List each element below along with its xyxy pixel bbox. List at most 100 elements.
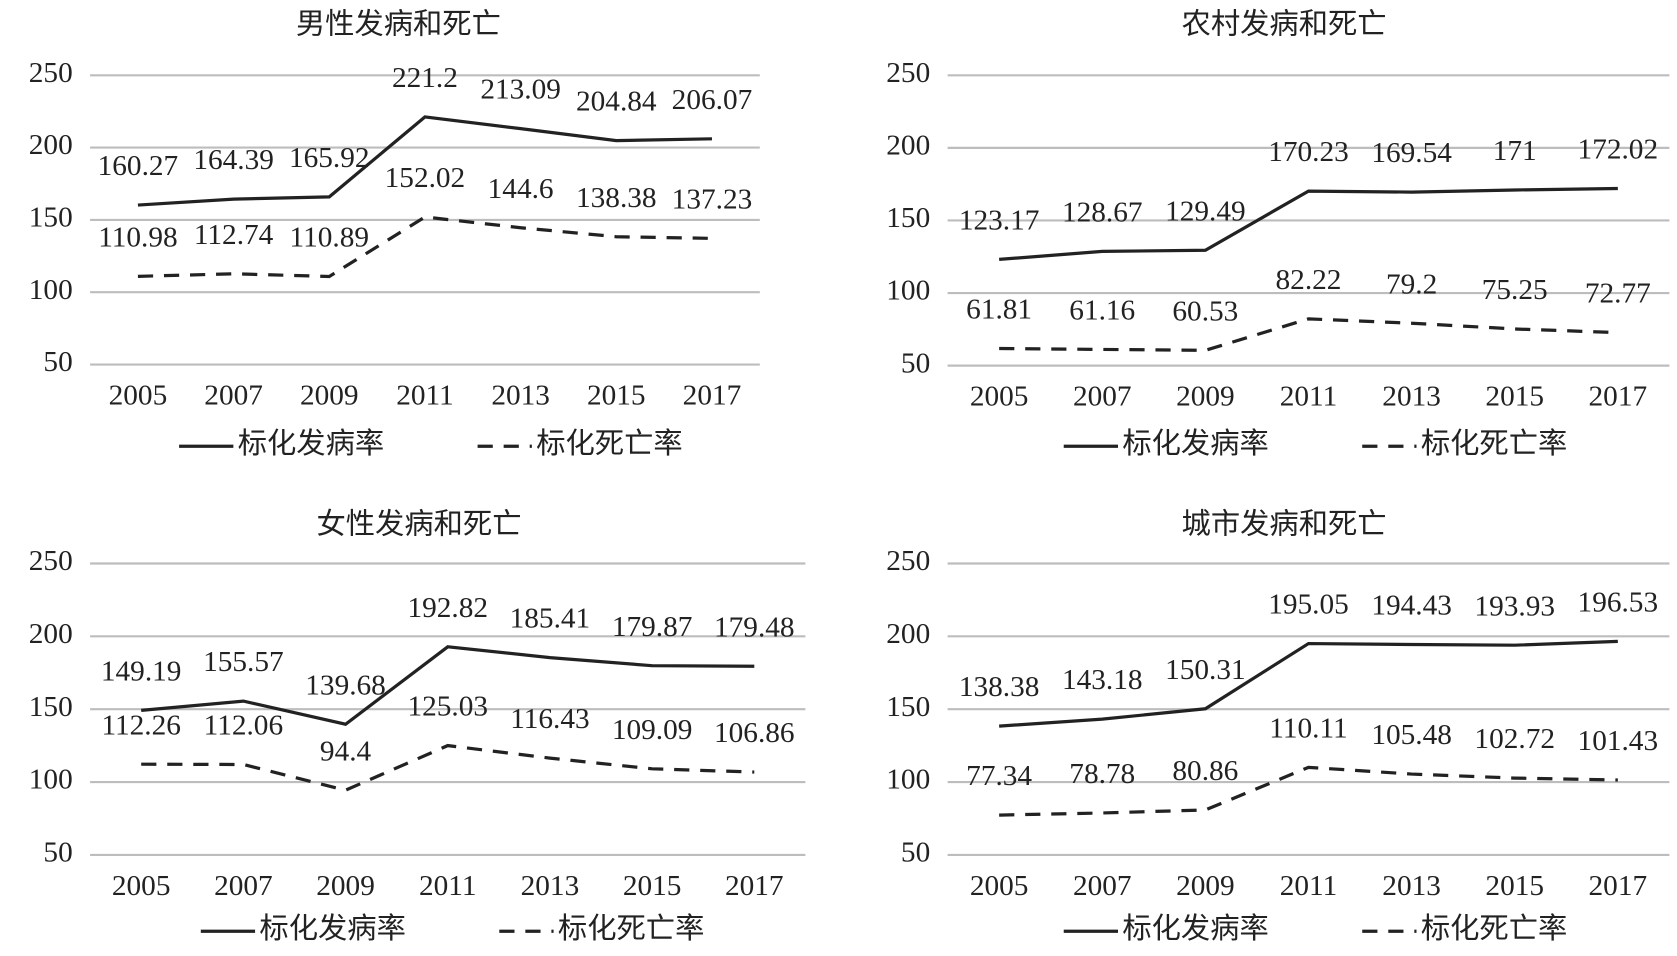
y-tick-label: 200 bbox=[29, 129, 73, 161]
x-tick-label: 2011 bbox=[419, 870, 477, 902]
data-label: 80.86 bbox=[1172, 755, 1238, 787]
data-label: 112.26 bbox=[101, 709, 180, 741]
y-tick-label: 250 bbox=[886, 57, 930, 89]
legend-label: 标化发病率 bbox=[259, 912, 405, 945]
y-tick-label: 150 bbox=[29, 691, 73, 723]
x-tick-label: 2011 bbox=[1280, 381, 1338, 413]
data-label: 125.03 bbox=[407, 691, 488, 723]
legend-label: 标化发病率 bbox=[238, 427, 384, 460]
y-tick-label: 200 bbox=[29, 618, 73, 650]
x-tick-label: 2017 bbox=[683, 380, 742, 412]
legend-label: 标化发病率 bbox=[1122, 427, 1268, 460]
x-tick-label: 2005 bbox=[112, 870, 171, 902]
x-tick-label: 2015 bbox=[587, 380, 646, 412]
data-label: 77.34 bbox=[966, 760, 1032, 792]
data-label: 123.17 bbox=[959, 205, 1040, 237]
x-tick-label: 2009 bbox=[316, 870, 375, 902]
data-label: 60.53 bbox=[1172, 296, 1238, 328]
data-label: 150.31 bbox=[1165, 654, 1246, 686]
data-label: 110.89 bbox=[290, 222, 369, 254]
legend-label: 标化死亡率 bbox=[536, 427, 682, 460]
x-tick-label: 2013 bbox=[521, 870, 580, 902]
data-label: 206.07 bbox=[672, 84, 753, 116]
data-label: 101.43 bbox=[1578, 725, 1659, 757]
legend-label: 标化死亡率 bbox=[558, 912, 704, 945]
chart-title: 农村发病和死亡 bbox=[1182, 8, 1387, 41]
data-label: 106.86 bbox=[714, 717, 795, 749]
x-tick-label: 2009 bbox=[1176, 870, 1235, 902]
data-label: 221.2 bbox=[392, 62, 458, 94]
data-label: 139.68 bbox=[305, 669, 386, 701]
x-tick-label: 2007 bbox=[1073, 870, 1132, 902]
y-tick-label: 150 bbox=[886, 691, 930, 723]
y-tick-label: 50 bbox=[43, 837, 72, 869]
chart-title: 男性发病和死亡 bbox=[296, 8, 501, 41]
data-label: 169.54 bbox=[1371, 137, 1452, 169]
y-tick-label: 200 bbox=[886, 618, 930, 650]
data-label: 165.92 bbox=[289, 142, 370, 174]
x-tick-label: 2011 bbox=[396, 380, 454, 412]
x-tick-label: 2013 bbox=[1382, 870, 1441, 902]
data-line bbox=[999, 317, 1618, 352]
y-tick-label: 250 bbox=[29, 57, 73, 89]
y-tick-label: 100 bbox=[886, 275, 930, 307]
data-label: 172.02 bbox=[1578, 134, 1659, 166]
data-label: 75.25 bbox=[1482, 274, 1548, 306]
data-label: 195.05 bbox=[1268, 589, 1349, 621]
x-tick-label: 2017 bbox=[1589, 381, 1648, 413]
data-label: 82.22 bbox=[1276, 264, 1342, 296]
y-tick-label: 150 bbox=[886, 202, 930, 234]
x-tick-label: 2015 bbox=[623, 870, 682, 902]
y-tick-label: 200 bbox=[886, 130, 930, 162]
y-tick-label: 50 bbox=[901, 347, 930, 379]
data-label: 204.84 bbox=[576, 86, 657, 118]
chart-title: 城市发病和死亡 bbox=[1182, 508, 1387, 541]
chart-title: 女性发病和死亡 bbox=[316, 508, 521, 541]
data-label: 110.98 bbox=[98, 222, 177, 254]
data-label: 94.4 bbox=[320, 735, 372, 767]
y-tick-label: 100 bbox=[886, 764, 930, 796]
x-tick-label: 2017 bbox=[1589, 870, 1648, 902]
data-label: 61.16 bbox=[1069, 295, 1135, 327]
data-label: 193.93 bbox=[1474, 590, 1555, 622]
data-label: 110.11 bbox=[1269, 713, 1347, 745]
y-tick-label: 150 bbox=[29, 202, 73, 234]
data-line bbox=[137, 115, 713, 207]
data-line bbox=[141, 645, 755, 726]
data-label: 213.09 bbox=[480, 74, 561, 106]
data-label: 78.78 bbox=[1069, 758, 1135, 790]
data-label: 102.72 bbox=[1474, 723, 1555, 755]
data-label: 138.38 bbox=[576, 182, 657, 214]
data-label: 155.57 bbox=[203, 646, 284, 678]
data-label: 138.38 bbox=[959, 671, 1040, 703]
x-tick-label: 2011 bbox=[1280, 870, 1338, 902]
data-label: 109.09 bbox=[612, 714, 693, 746]
x-tick-label: 2015 bbox=[1485, 381, 1544, 413]
data-label: 112.74 bbox=[194, 219, 274, 251]
legend-label: 标化死亡率 bbox=[1421, 912, 1567, 945]
x-tick-label: 2005 bbox=[109, 380, 168, 412]
data-label: 149.19 bbox=[101, 656, 182, 688]
y-tick-label: 50 bbox=[901, 837, 930, 869]
y-tick-label: 100 bbox=[29, 764, 73, 796]
data-label: 196.53 bbox=[1578, 587, 1659, 619]
x-tick-label: 2007 bbox=[204, 380, 263, 412]
x-tick-label: 2005 bbox=[970, 870, 1029, 902]
y-tick-label: 250 bbox=[29, 545, 73, 577]
data-label: 170.23 bbox=[1268, 136, 1349, 168]
x-tick-label: 2017 bbox=[725, 870, 784, 902]
data-label: 129.49 bbox=[1165, 195, 1246, 227]
x-tick-label: 2007 bbox=[1073, 381, 1132, 413]
data-label: 72.77 bbox=[1585, 278, 1651, 310]
data-label: 152.02 bbox=[385, 162, 466, 194]
data-label: 179.48 bbox=[714, 611, 795, 643]
x-tick-label: 2005 bbox=[970, 381, 1029, 413]
data-label: 143.18 bbox=[1062, 664, 1143, 696]
data-label: 160.27 bbox=[98, 150, 179, 182]
legend-label: 标化发病率 bbox=[1122, 912, 1268, 945]
x-tick-label: 2013 bbox=[1382, 381, 1441, 413]
y-tick-label: 250 bbox=[886, 545, 930, 577]
x-tick-label: 2013 bbox=[491, 380, 550, 412]
data-label: 164.39 bbox=[193, 144, 274, 176]
